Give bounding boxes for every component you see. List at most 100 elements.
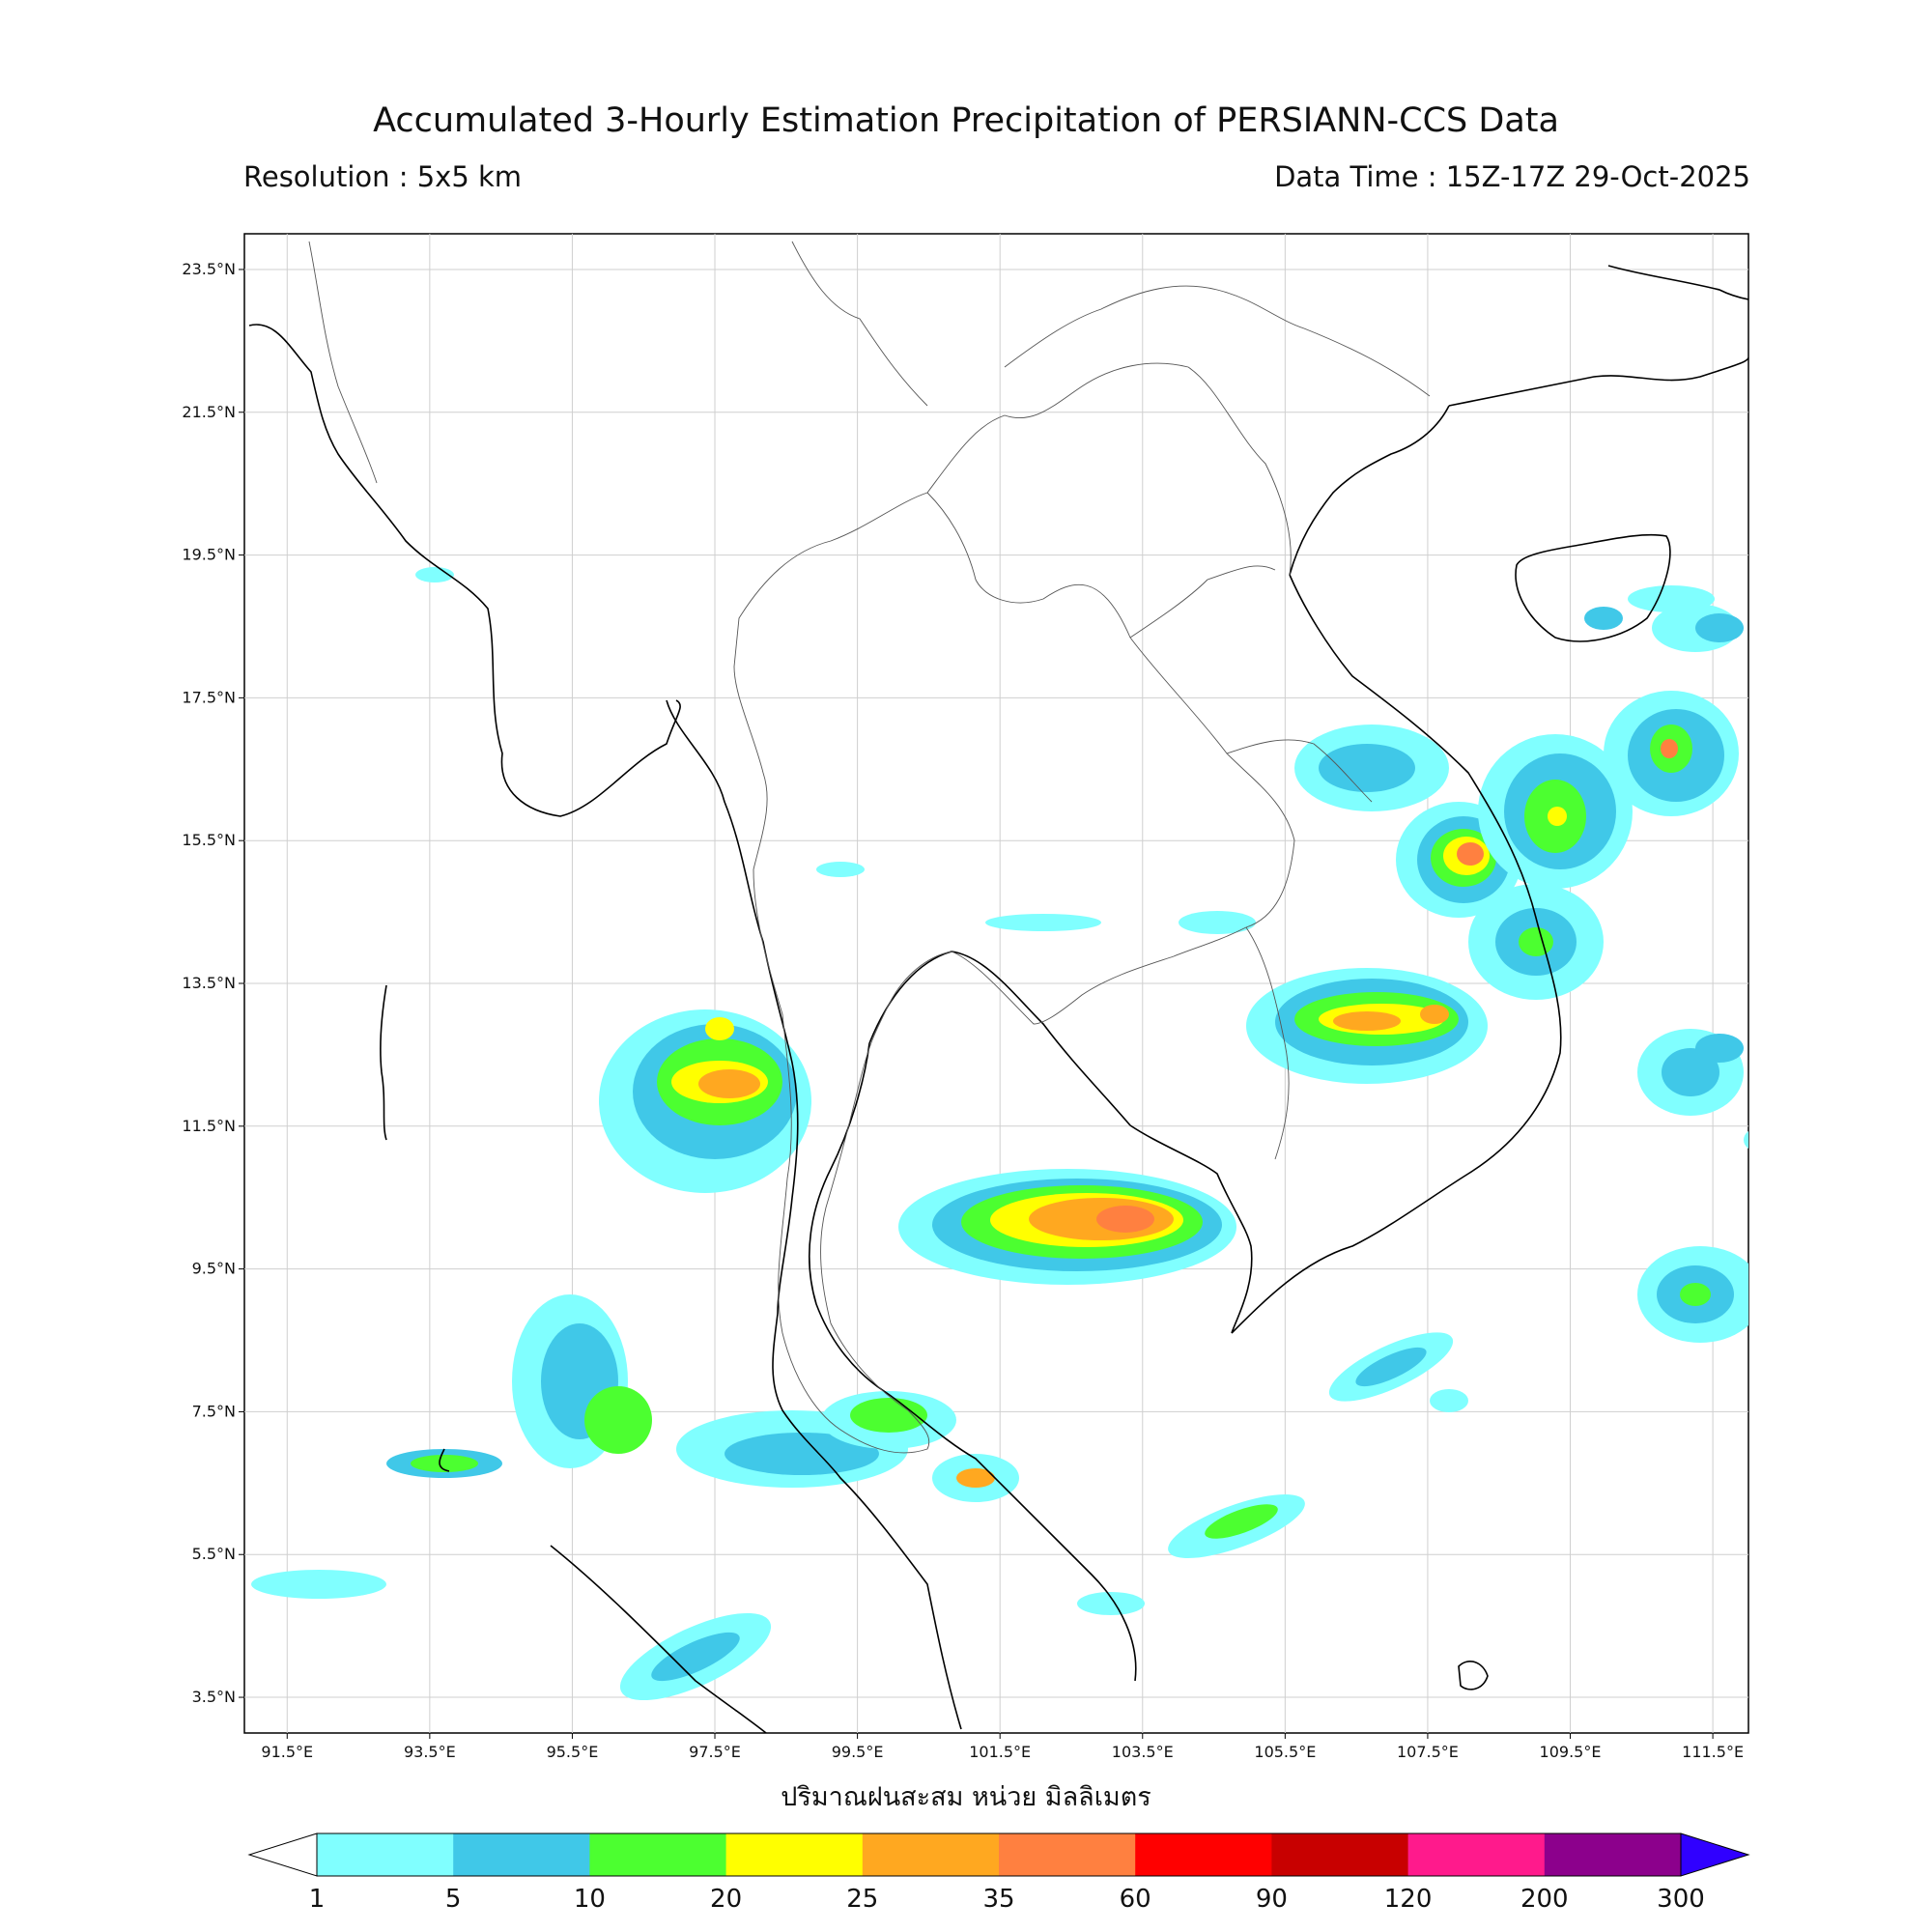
- colorbar-segment: [999, 1833, 1136, 1876]
- x-tick-label: 93.5°E: [404, 1743, 456, 1761]
- colorbar-frame: [316, 1833, 1682, 1877]
- x-tick-labels: 91.5°E 93.5°E 95.5°E 97.5°E 99.5°E 101.5°E 103…: [261, 1733, 1744, 1761]
- resolution-label: Resolution : 5x5 km: [243, 160, 523, 193]
- colorbar-segment: [1271, 1833, 1409, 1876]
- x-tick-label: 97.5°E: [689, 1743, 741, 1761]
- coastline: [248, 324, 681, 817]
- x-tick-label: 95.5°E: [547, 1743, 599, 1761]
- rain-cell: [1744, 1131, 1748, 1149]
- rain-cell: [1420, 1005, 1449, 1024]
- colorbar-segment: [453, 1833, 590, 1876]
- y-tick-label: 15.5°N: [182, 831, 236, 849]
- colorbar-segment: [1407, 1833, 1546, 1876]
- colorbar-level-label: 10: [574, 1885, 606, 1914]
- coastline: [1515, 533, 1671, 642]
- colorbar-level-label: 120: [1384, 1885, 1433, 1914]
- rain-cell: [1628, 585, 1715, 612]
- rain-cell: [724, 1433, 879, 1475]
- x-tick-label: 107.5°E: [1397, 1743, 1459, 1761]
- colorbar-segment: [317, 1833, 454, 1876]
- country-border: [791, 241, 928, 407]
- rain-cell: [1661, 739, 1678, 758]
- y-tick-label: 21.5°N: [182, 403, 236, 421]
- country-border: [1226, 739, 1373, 803]
- colorbar-segment: [589, 1833, 727, 1876]
- x-tick-label: 109.5°E: [1540, 1743, 1602, 1761]
- coastline: [1231, 574, 1562, 1334]
- coastline: [380, 984, 387, 1141]
- y-tick-label: 11.5°N: [182, 1117, 236, 1135]
- rain-cell: [1662, 1048, 1719, 1096]
- rain-cell: [1680, 1283, 1711, 1306]
- y-tick-label: 5.5°N: [192, 1545, 236, 1563]
- coastline: [809, 1042, 1137, 1682]
- coastline: [1458, 1661, 1489, 1690]
- x-axis-title: ปริมาณฝนสะสม หน่วย มิลลิเมตร: [781, 1782, 1151, 1812]
- colorbar-segment: [1135, 1833, 1272, 1876]
- colorbar-level-label: 300: [1657, 1885, 1705, 1914]
- country-border: [1129, 565, 1276, 639]
- rain-cell: [698, 1069, 760, 1098]
- coastline: [439, 1448, 450, 1472]
- coastline: [666, 699, 799, 1315]
- y-tick-labels: 23.5°N 21.5°N 19.5°N 17.5°N 15.5°N 13.5°N 11.5…: [182, 260, 244, 1706]
- coastline: [1448, 356, 1748, 407]
- y-tick-label: 3.5°N: [192, 1688, 236, 1706]
- rain-cell: [956, 1468, 995, 1488]
- y-tick-label: 19.5°N: [182, 546, 236, 564]
- x-tick-label: 111.5°E: [1682, 1743, 1744, 1761]
- coastline: [868, 951, 1131, 1126]
- rain-cell: [1695, 1034, 1744, 1063]
- country-border: [926, 362, 1292, 576]
- rain-cell: [1695, 613, 1744, 642]
- rain-cell: [1333, 1011, 1401, 1031]
- coastline: [550, 1545, 768, 1733]
- x-tick-label: 91.5°E: [261, 1743, 313, 1761]
- colorbar-over-triangle: [1680, 1833, 1750, 1877]
- x-tick-label: 103.5°E: [1112, 1743, 1174, 1761]
- map-title: Accumulated 3-Hourly Estimation Precipit…: [373, 101, 1559, 140]
- coastlines: [248, 265, 1748, 1733]
- rain-cell: [1457, 842, 1484, 866]
- rain-cell: [1548, 807, 1567, 826]
- rain-cell: [705, 1017, 734, 1040]
- rain-cell: [584, 1386, 652, 1454]
- rain-cell: [1584, 607, 1623, 630]
- colorbar-level-label: 200: [1520, 1885, 1569, 1914]
- x-tick-label: 101.5°E: [969, 1743, 1031, 1761]
- colorbar-level-label: 5: [445, 1885, 462, 1914]
- colorbar-segment: [1544, 1833, 1682, 1876]
- coastline: [1289, 405, 1450, 576]
- country-border: [1245, 926, 1290, 1160]
- country-border: [1004, 285, 1431, 397]
- colorbar-level-label: 35: [982, 1885, 1014, 1914]
- y-tick-label: 17.5°N: [182, 688, 236, 706]
- country-border: [308, 241, 378, 484]
- y-tick-label: 13.5°N: [182, 974, 236, 992]
- rain-cell: [985, 914, 1101, 931]
- precipitation-field: [251, 567, 1748, 1701]
- rain-cell: [850, 1398, 927, 1433]
- coastline: [1607, 265, 1748, 300]
- y-tick-label: 9.5°N: [192, 1260, 236, 1278]
- data-time-label: Data Time : 15Z-17Z 29-Oct-2025: [1274, 160, 1750, 193]
- admin-boundaries: [308, 241, 1431, 1454]
- colorbar-level-label: 25: [846, 1885, 878, 1914]
- y-tick-label: 23.5°N: [182, 260, 236, 278]
- rain-cell: [1205, 1504, 1278, 1539]
- rain-cell: [816, 862, 865, 877]
- coastline: [1129, 1124, 1253, 1334]
- rain-cell: [1096, 1206, 1154, 1233]
- y-tick-label: 7.5°N: [192, 1402, 236, 1420]
- coastline: [772, 1313, 962, 1730]
- rain-cell: [251, 1570, 386, 1599]
- rain-cell: [651, 1632, 740, 1682]
- rain-cell: [1519, 927, 1553, 956]
- colorbar-segment: [862, 1833, 1000, 1876]
- rain-cell: [1355, 1347, 1427, 1387]
- rain-cell: [1430, 1389, 1468, 1412]
- rain-cell: [1077, 1592, 1145, 1615]
- rain-cell: [1319, 744, 1415, 792]
- colorbar-level-label: 60: [1120, 1885, 1151, 1914]
